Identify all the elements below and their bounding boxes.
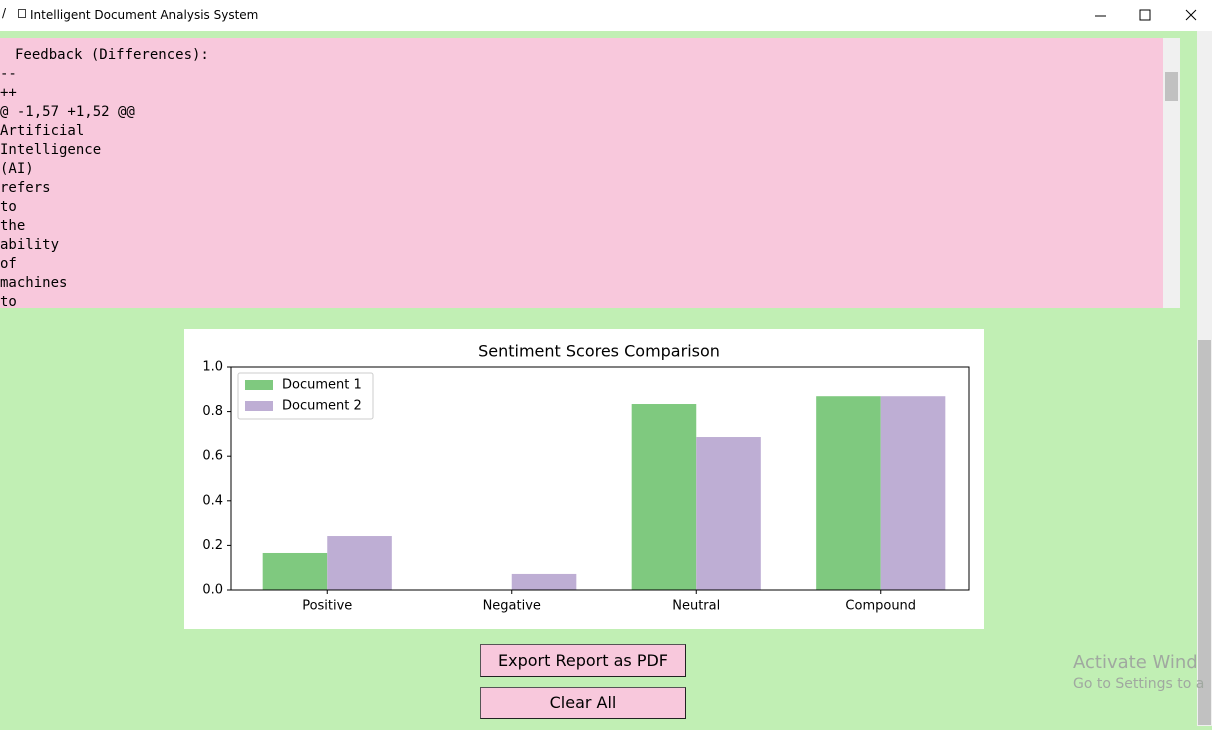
chart-title: Sentiment Scores Comparison bbox=[478, 342, 720, 361]
feedback-line: Feedback (Differences): bbox=[15, 47, 209, 63]
y-tick-label: 0.8 bbox=[202, 404, 223, 419]
feedback-line: ability bbox=[0, 237, 60, 253]
feedback-line: Intelligence bbox=[0, 142, 102, 158]
feedback-line: the bbox=[0, 218, 26, 234]
bar bbox=[511, 573, 577, 590]
watermark-text: Go to Settings to a bbox=[1073, 676, 1205, 692]
feedback-line: ++ bbox=[0, 85, 17, 101]
y-tick-label: 1.0 bbox=[202, 360, 223, 375]
x-tick-label: Neutral bbox=[672, 599, 720, 614]
scroll-thumb[interactable] bbox=[1165, 72, 1178, 101]
x-tick-label: Compound bbox=[845, 599, 916, 614]
x-tick-label: Negative bbox=[483, 599, 541, 614]
y-tick-label: 0.0 bbox=[202, 583, 223, 598]
window-controls[interactable] bbox=[1090, 8, 1200, 24]
feedback-line: refers bbox=[0, 180, 51, 196]
feedback-line: (AI) bbox=[0, 161, 34, 177]
feedback-line: of bbox=[0, 256, 17, 272]
bar bbox=[631, 404, 697, 590]
maximize[interactable] bbox=[1139, 9, 1151, 21]
legend-swatch bbox=[245, 401, 273, 411]
feedback-line: to bbox=[0, 199, 17, 215]
feedback-line: Artificial bbox=[0, 123, 85, 139]
y-tick-label: 0.2 bbox=[202, 538, 223, 553]
chart: Sentiment Scores Comparison 0.0 0.2 0.4 0.6… bbox=[184, 329, 984, 629]
app-icon: / bbox=[2, 6, 7, 20]
plot-frame bbox=[230, 366, 970, 591]
window-title: Intelligent Document Analysis System bbox=[30, 8, 259, 22]
bar bbox=[262, 552, 328, 590]
doc-icon bbox=[18, 9, 26, 18]
feedback-text[interactable]: Feedback (Differences): -- ++ @ -1,57 +1,52… bbox=[0, 38, 1163, 308]
feedback-line: machines bbox=[0, 275, 68, 291]
legend-swatch bbox=[245, 380, 273, 390]
bar bbox=[696, 437, 761, 590]
feedback-line: to bbox=[0, 294, 17, 308]
scroll-thumb[interactable] bbox=[1198, 340, 1211, 725]
export-button[interactable]: Export Report as PDF bbox=[480, 644, 686, 677]
legend-label: Document 2 bbox=[282, 399, 362, 414]
x-tick-label: Positive bbox=[302, 599, 352, 614]
text-scrollbar[interactable] bbox=[1163, 38, 1180, 308]
feedback-line: @ -1,57 +1,52 @@ bbox=[0, 104, 135, 120]
close[interactable] bbox=[1185, 9, 1197, 21]
bar bbox=[327, 536, 392, 590]
bar bbox=[816, 396, 881, 590]
title-bar: / Intelligent Document Analysis System bbox=[0, 0, 1212, 31]
clear-button[interactable]: Clear All bbox=[480, 687, 686, 719]
feedback-line: -- bbox=[0, 66, 17, 82]
bar bbox=[880, 396, 946, 590]
page-scrollbar[interactable] bbox=[1197, 31, 1212, 726]
watermark-title: Activate Wind bbox=[1073, 652, 1198, 673]
legend-label: Document 1 bbox=[282, 378, 362, 393]
y-tick-label: 0.6 bbox=[202, 449, 223, 464]
y-tick-label: 0.4 bbox=[202, 493, 223, 508]
